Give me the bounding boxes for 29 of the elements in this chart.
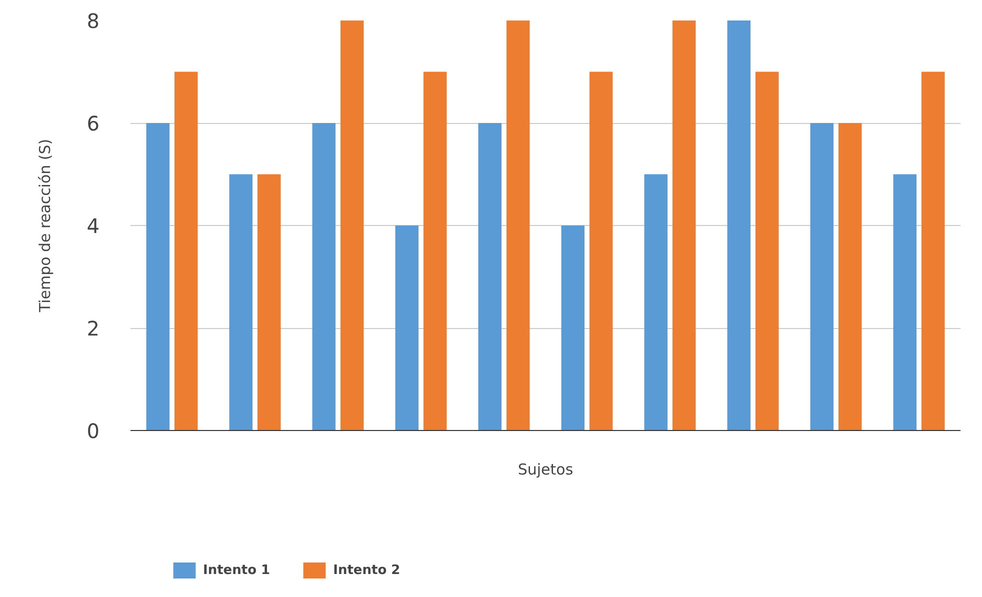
bar [146, 123, 170, 430]
bar [672, 20, 696, 430]
y-tick-label: 0 [86, 419, 100, 443]
bar [506, 20, 530, 430]
y-tick-label: 2 [86, 316, 100, 340]
bar [810, 123, 834, 430]
y-tick-label: 4 [86, 214, 100, 238]
bar [921, 72, 945, 430]
bar [423, 72, 447, 430]
bar [174, 72, 198, 430]
bar [838, 123, 862, 430]
y-tick-label: 6 [86, 112, 100, 136]
y-tick-label: 8 [86, 9, 100, 33]
bar [727, 20, 751, 430]
bar [312, 123, 336, 430]
legend-label: Intento 2 [333, 562, 400, 578]
x-axis-title: Sujetos [518, 460, 574, 478]
y-axis-title: Tiempo de reacción (S) [36, 138, 54, 314]
bar [229, 174, 253, 430]
bar [257, 174, 281, 430]
bar [893, 174, 917, 430]
bar [340, 20, 364, 430]
bar [589, 72, 613, 430]
bar [561, 226, 585, 430]
bar [478, 123, 502, 430]
legend-label: Intento 1 [203, 562, 270, 578]
bar [755, 72, 779, 430]
bar [395, 226, 419, 430]
bar [644, 174, 668, 430]
